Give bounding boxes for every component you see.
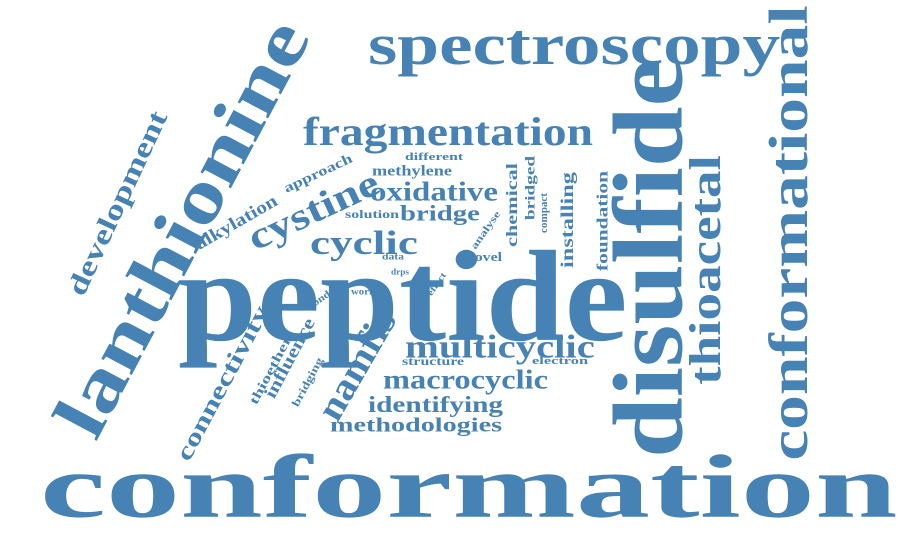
word-different: different bbox=[405, 150, 464, 163]
word-conformational: conformational bbox=[757, 5, 819, 461]
word-solution: solution bbox=[345, 207, 400, 221]
word-cyclic: cyclic bbox=[310, 223, 418, 262]
word-fragmentation: fragmentation bbox=[303, 109, 593, 154]
word-bridged: bridged bbox=[521, 155, 537, 221]
word-chemical: chemical bbox=[502, 163, 521, 247]
word-conformation: conformation bbox=[40, 436, 898, 533]
word-peptide: peptide bbox=[178, 224, 628, 369]
word-methylene: methylene bbox=[372, 162, 452, 179]
word-electron: electron bbox=[532, 354, 589, 367]
word-compact: compact bbox=[537, 193, 549, 233]
word-bridge: bridge bbox=[400, 200, 480, 226]
word-work: work bbox=[351, 286, 376, 297]
word-drps: drps bbox=[391, 267, 409, 277]
word-foundation: foundation bbox=[592, 171, 611, 271]
word-structure: structure bbox=[402, 354, 465, 368]
word-novel: novel bbox=[466, 249, 502, 264]
word-macrocyclic: macrocyclic bbox=[383, 364, 548, 395]
word-oxidative: oxidative bbox=[370, 176, 498, 207]
word-thioacetal: thioacetal bbox=[680, 155, 729, 385]
word-spectroscopy: spectroscopy bbox=[368, 12, 781, 77]
word-data: data bbox=[382, 251, 404, 262]
word-installing: installing bbox=[556, 172, 577, 268]
word-multicyclic: multicyclic bbox=[405, 328, 595, 365]
word-identifying: identifying bbox=[368, 391, 504, 418]
word-methodologies: methodologies bbox=[330, 413, 503, 436]
